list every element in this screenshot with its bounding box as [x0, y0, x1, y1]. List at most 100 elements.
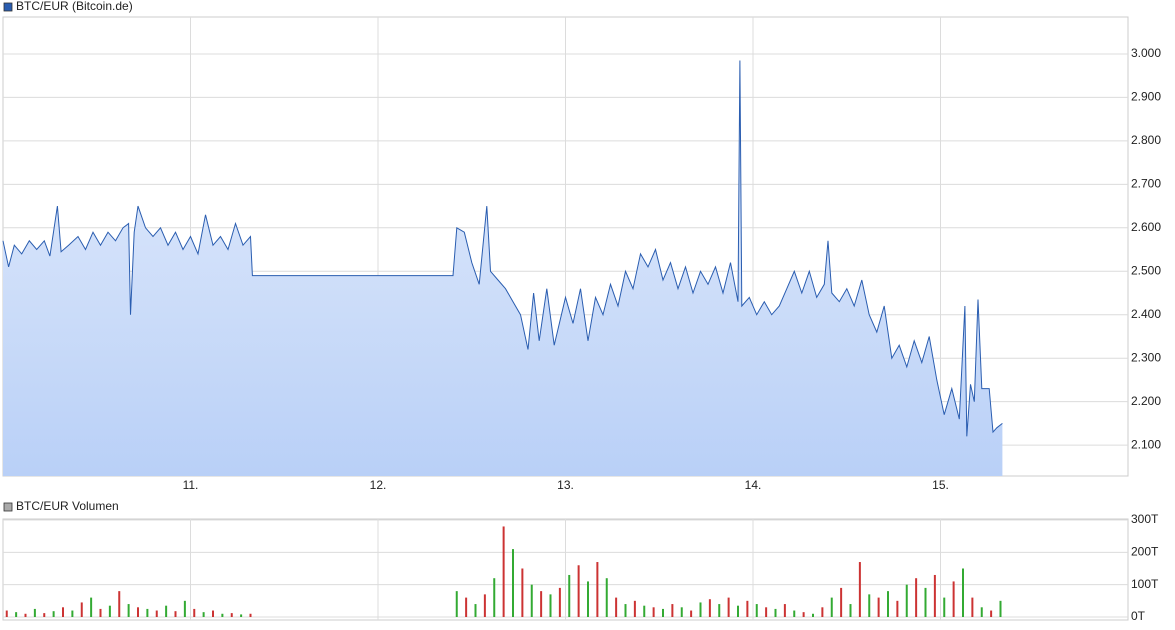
y-tick-label: 2.800 [1131, 133, 1161, 147]
legend-swatch [3, 502, 13, 512]
y-tick-label: 2.400 [1131, 307, 1161, 321]
volume-bar [90, 597, 93, 617]
volume-bar [849, 604, 852, 617]
y-tick-label: 3.000 [1131, 46, 1161, 60]
volume-bar [643, 605, 646, 617]
volume-bar [202, 612, 205, 617]
volume-bar [62, 607, 64, 617]
volume-bar [455, 591, 458, 617]
volume-bar [240, 614, 243, 617]
volume-bar [943, 597, 946, 617]
volume-bar [887, 591, 889, 617]
volume-bar [80, 602, 83, 617]
volume-bar [230, 613, 233, 617]
volume-bar [587, 581, 589, 617]
volume-bar [146, 608, 149, 617]
volume-bar [465, 597, 468, 617]
volume-bar [755, 604, 758, 617]
volume-bar [483, 594, 486, 617]
price-line [2, 60, 1003, 437]
volume-bar [708, 599, 711, 617]
volume-bar [924, 587, 927, 617]
volume-bar [746, 600, 749, 617]
volume-bar [868, 594, 871, 617]
volume-bar [502, 526, 505, 617]
volume-bar [765, 607, 768, 617]
volume-bar [662, 608, 664, 617]
volume-bar [952, 581, 955, 617]
y-tick-label: 100T [1131, 577, 1159, 591]
volume-bar [671, 604, 674, 617]
volume-bar [530, 584, 533, 617]
volume-bar [165, 605, 168, 617]
y-tick-label: 2.300 [1131, 350, 1161, 364]
volume-bar [33, 608, 36, 617]
volume-bar [512, 549, 514, 617]
volume-bar [605, 578, 608, 617]
y-tick-label: 2.700 [1131, 177, 1161, 191]
y-tick-label: 200T [1131, 545, 1159, 559]
volume-bar [540, 591, 543, 617]
y-tick-label: 2.200 [1131, 394, 1161, 408]
volume-bar [793, 610, 796, 617]
volume-bar [990, 610, 993, 617]
volume-bar [774, 608, 777, 617]
volume-bar [633, 600, 636, 617]
volume-bar [155, 610, 158, 617]
volume-bar [624, 604, 627, 617]
volume-bar [568, 574, 571, 617]
y-tick-label: 2.600 [1131, 220, 1161, 234]
volume-bar [690, 610, 693, 617]
volume-bar [193, 608, 196, 617]
x-tick-label: 12. [370, 478, 387, 492]
volume-bar [212, 610, 214, 617]
legend-label: BTC/EUR Volumen [16, 499, 119, 513]
volume-bar [596, 562, 599, 617]
volume-bar [783, 604, 786, 617]
x-tick-label: 13. [557, 478, 574, 492]
volume-bar [137, 607, 139, 617]
volume-bar [71, 610, 74, 617]
volume-bar [840, 587, 843, 617]
volume-bar [99, 608, 102, 617]
legend-swatch [3, 2, 13, 12]
volume-bar [549, 594, 552, 617]
volume-bar [493, 578, 496, 617]
volume-bar [652, 607, 655, 617]
volume-bar [896, 600, 899, 617]
volume-bar [858, 562, 861, 617]
volume-bar [249, 613, 252, 617]
x-tick-label: 15. [932, 478, 949, 492]
volume-bar [221, 613, 224, 617]
volume-bar [183, 600, 186, 617]
y-tick-label: 2.500 [1131, 263, 1161, 277]
volume-bar [577, 565, 580, 617]
volume-bar [830, 597, 833, 617]
volume-bar [174, 611, 177, 617]
volume-bar [727, 597, 730, 617]
x-tick-label: 14. [745, 478, 762, 492]
volume-bar [127, 604, 130, 617]
y-tick-label: 300T [1131, 512, 1159, 526]
volume-bar [15, 612, 18, 617]
legend-label: BTC/EUR (Bitcoin.de) [16, 0, 133, 13]
y-tick-label: 2.900 [1131, 90, 1161, 104]
volume-bar [5, 610, 8, 617]
volume-bar [962, 568, 964, 617]
volume-bar [43, 613, 46, 617]
volume-bar [615, 597, 618, 617]
volume-bar [971, 597, 974, 617]
volume-bar [108, 605, 111, 617]
y-tick-label: 2.100 [1131, 437, 1161, 451]
volume-bar [699, 602, 702, 617]
volume-bar [802, 612, 805, 617]
volume-bar [118, 591, 121, 617]
volume-bar [474, 604, 477, 617]
volume-bar [999, 600, 1002, 617]
y-tick-label: 0T [1131, 609, 1146, 623]
volume-bar [821, 607, 824, 617]
area-fill [3, 60, 1003, 476]
volume-bar [521, 568, 524, 617]
volume-bar [980, 607, 983, 617]
